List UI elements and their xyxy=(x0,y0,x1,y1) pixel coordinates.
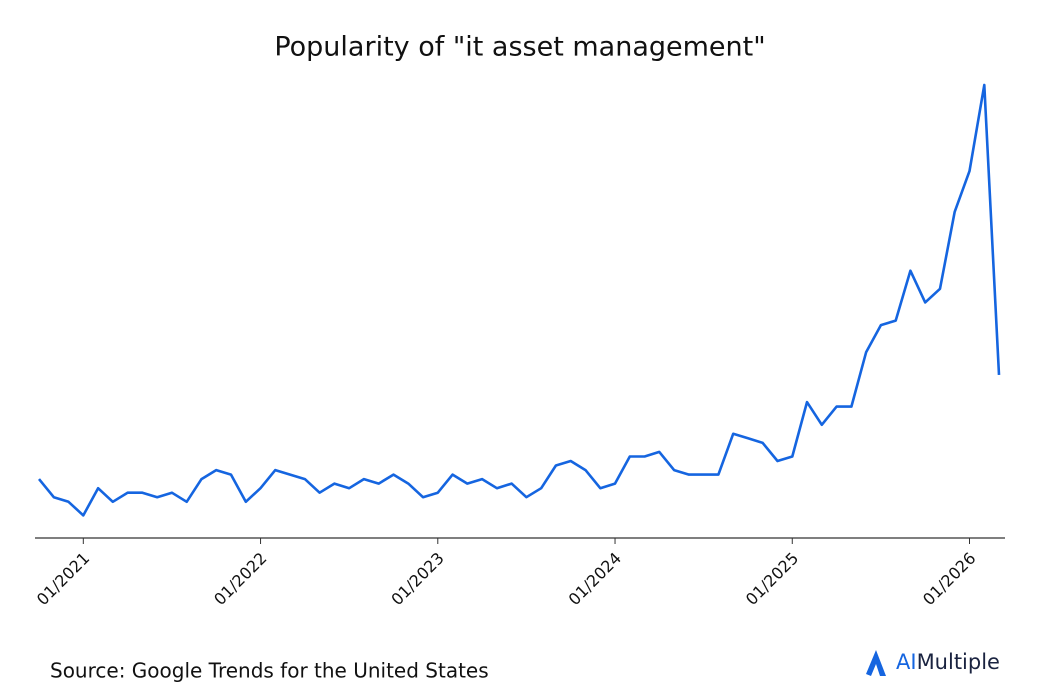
line-series xyxy=(37,83,1001,517)
x-tick-label: 01/2025 xyxy=(742,549,802,609)
logo-icon xyxy=(866,650,886,676)
brand-text: AIMultiple xyxy=(896,650,1000,674)
brand-rest: Multiple xyxy=(917,650,1000,674)
source-note: Source: Google Trends for the United Sta… xyxy=(50,659,489,683)
brand-highlight: AI xyxy=(896,650,917,674)
x-tick-label: 01/2024 xyxy=(565,549,625,609)
x-tick-label: 01/2021 xyxy=(33,549,93,609)
chart-title: Popularity of "it asset management" xyxy=(274,32,765,63)
x-tick-label: 01/2022 xyxy=(210,549,270,609)
brand-logo: AIMultiple xyxy=(866,650,1000,676)
x-tick-label: 01/2026 xyxy=(919,549,979,609)
x-tick-label: 01/2023 xyxy=(387,549,447,609)
